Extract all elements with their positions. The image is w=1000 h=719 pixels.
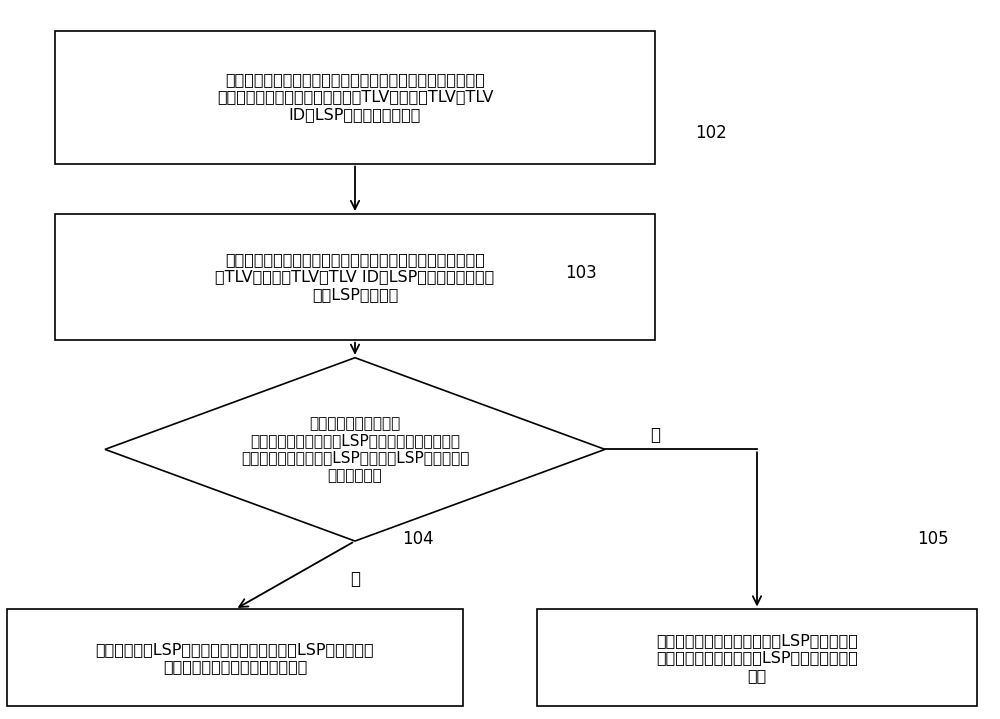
Bar bbox=[55, 30, 655, 164]
Text: 105: 105 bbox=[917, 530, 949, 548]
Text: 103: 103 bbox=[565, 264, 597, 283]
Text: 是: 是 bbox=[350, 569, 360, 588]
Text: 102: 102 bbox=[695, 124, 727, 142]
Bar bbox=[7, 610, 463, 706]
Text: 该设备的当前主用主控板将该LSP分片报文恢
复之前的刷新时间作为该LSP分片报文的刷新
时间: 该设备的当前主用主控板将该LSP分片报文恢 复之前的刷新时间作为该LSP分片报文… bbox=[656, 633, 858, 683]
Bar bbox=[55, 214, 655, 340]
Text: 该设备更新该LSP分片报文的刷新时间，将该LSP分片报文的
序列号增加，并发送给各邻居设备: 该设备更新该LSP分片报文的刷新时间，将该LSP分片报文的 序列号增加，并发送给… bbox=[96, 641, 374, 674]
Text: 否: 否 bbox=[650, 426, 660, 444]
Bar bbox=[537, 610, 977, 706]
Text: 在该网络中的设备的主用主控板在重启过程中，该设备的备用
主控板作为当前主用主控板，获取TLV，以及各TLV的TLV
ID与LSP分片号的对应关系: 在该网络中的设备的主用主控板在重启过程中，该设备的备用 主控板作为当前主用主控板… bbox=[217, 72, 493, 122]
Text: 该设备的当前主用主控
板确定当前生成的任一LSP分片报文，与旧的主用
主控板重启前，且相同LSP分片号的LSP分片报文相
比是否有变化: 该设备的当前主用主控 板确定当前生成的任一LSP分片报文，与旧的主用 主控板重启… bbox=[241, 416, 469, 483]
Polygon shape bbox=[105, 358, 605, 541]
Text: 该设备的当前主用主控板根据重新计算的路由信息，以及获得
的TLV，以及各TLV的TLV ID与LSP分片号的对应关系
生成LSP分片报文: 该设备的当前主用主控板根据重新计算的路由信息，以及获得 的TLV，以及各TLV的… bbox=[215, 252, 495, 302]
Text: 104: 104 bbox=[402, 530, 434, 548]
